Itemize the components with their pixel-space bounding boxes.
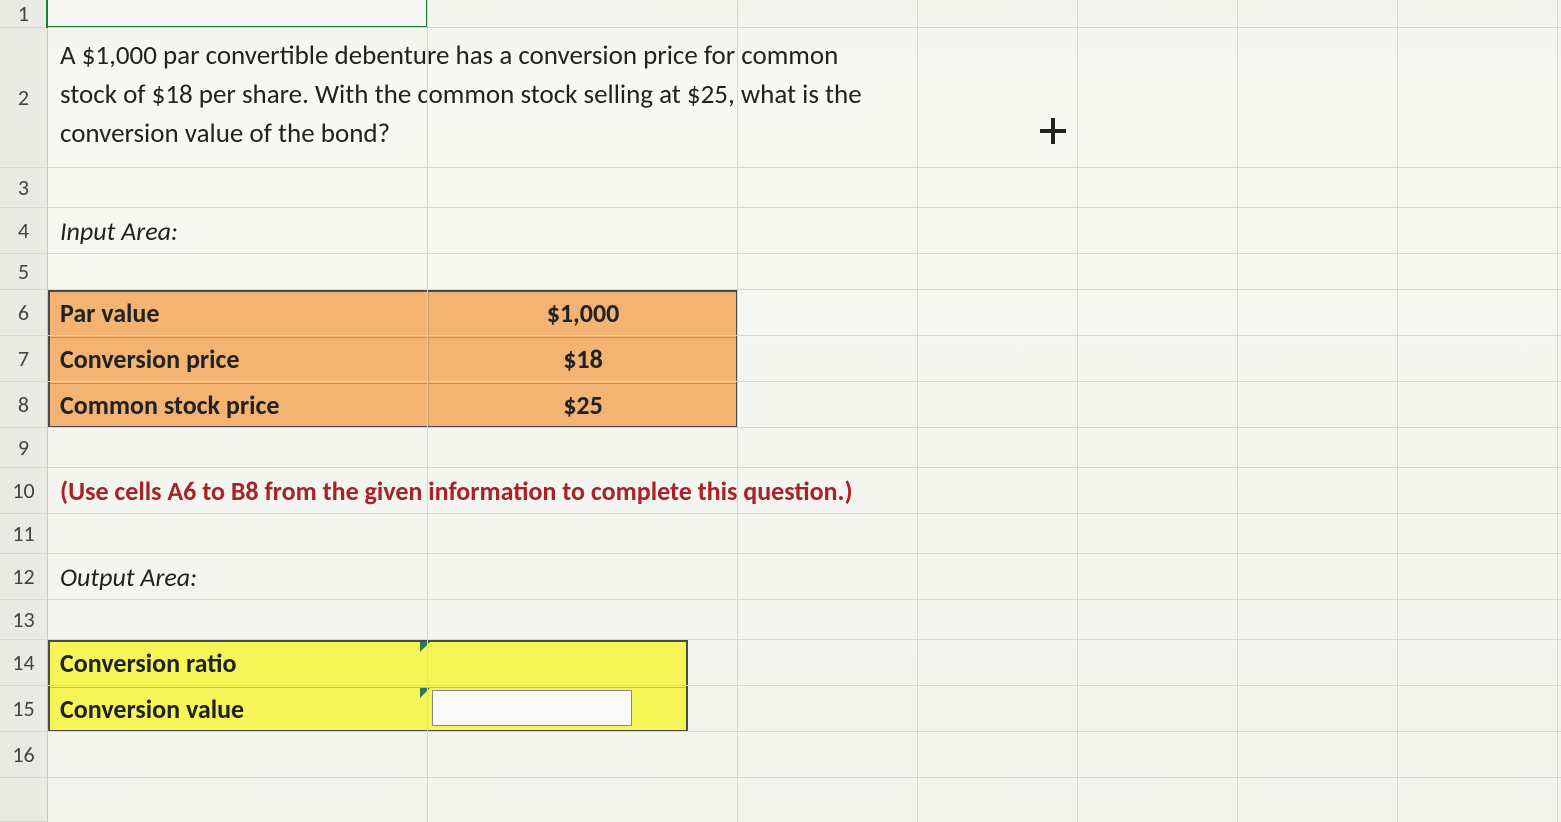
row-header[interactable]: 7 <box>0 336 48 382</box>
row-header[interactable]: 4 <box>0 208 48 254</box>
row-header[interactable]: 1 <box>0 0 48 28</box>
output-value-editbox[interactable] <box>432 690 632 726</box>
gridline-v <box>1237 0 1238 822</box>
gridline-h <box>48 639 1561 640</box>
row-header[interactable]: 16 <box>0 732 48 778</box>
row-header[interactable]: 2 <box>0 28 48 168</box>
output-label-ratio: Conversion ratio <box>54 640 242 686</box>
row-header[interactable]: 14 <box>0 640 48 686</box>
gridline-h <box>48 335 1561 336</box>
row-header[interactable]: 13 <box>0 600 48 640</box>
gridline-h <box>48 289 1561 290</box>
formula-indicator-icon <box>420 688 430 698</box>
gridline-h <box>48 207 1561 208</box>
gridline-h <box>48 731 1561 732</box>
output-label-value: Conversion value <box>54 686 250 732</box>
spreadsheet[interactable]: 12345678910111213141516 A $1,000 par con… <box>0 0 1561 822</box>
input-label-convprice: Conversion price <box>54 336 246 382</box>
row-header[interactable]: 6 <box>0 290 48 336</box>
input-value-convprice[interactable]: $18 <box>428 336 738 382</box>
row-header[interactable]: 8 <box>0 382 48 428</box>
input-value-stockprice[interactable]: $25 <box>428 382 738 428</box>
row-header[interactable]: 10 <box>0 468 48 514</box>
question-text: A $1,000 par convertible debenture has a… <box>54 32 874 164</box>
gridline-v <box>1397 0 1398 822</box>
gridline-h <box>48 253 1561 254</box>
row-header[interactable]: 3 <box>0 168 48 208</box>
row-header[interactable]: 9 <box>0 428 48 468</box>
gridline-v <box>427 0 428 822</box>
row-header[interactable]: 15 <box>0 686 48 732</box>
gridline-h <box>48 777 1561 778</box>
gridline-h <box>48 685 1561 686</box>
output-area-label: Output Area: <box>54 554 203 600</box>
gridline-v <box>1557 0 1558 822</box>
row-header[interactable]: 12 <box>0 554 48 600</box>
input-value-par[interactable]: $1,000 <box>428 290 738 336</box>
grid-area[interactable]: A $1,000 par convertible debenture has a… <box>48 0 1561 822</box>
gridline-h <box>48 427 1561 428</box>
gridline-h <box>48 381 1561 382</box>
input-label-par: Par value <box>54 290 165 336</box>
input-area-label: Input Area: <box>54 208 184 254</box>
gridline-h <box>48 167 1561 168</box>
formula-indicator-icon <box>420 642 430 652</box>
gridline-v <box>737 0 738 822</box>
gridline-h <box>48 467 1561 468</box>
gridline-v <box>917 0 918 822</box>
row-header[interactable]: 5 <box>0 254 48 290</box>
row-header-filler <box>0 778 48 822</box>
row-headers: 12345678910111213141516 <box>0 0 48 822</box>
instruction-text: (Use cells A6 to B8 from the given infor… <box>54 468 1054 514</box>
gridline-h <box>48 553 1561 554</box>
selected-cell[interactable] <box>46 0 428 28</box>
gridline-h <box>48 27 1561 28</box>
gridline-h <box>48 599 1561 600</box>
input-label-stockprice: Common stock price <box>54 382 285 428</box>
gridline-v <box>1077 0 1078 822</box>
gridline-h <box>48 513 1561 514</box>
spreadsheet-cursor-icon <box>1040 118 1066 144</box>
row-header[interactable]: 11 <box>0 514 48 554</box>
